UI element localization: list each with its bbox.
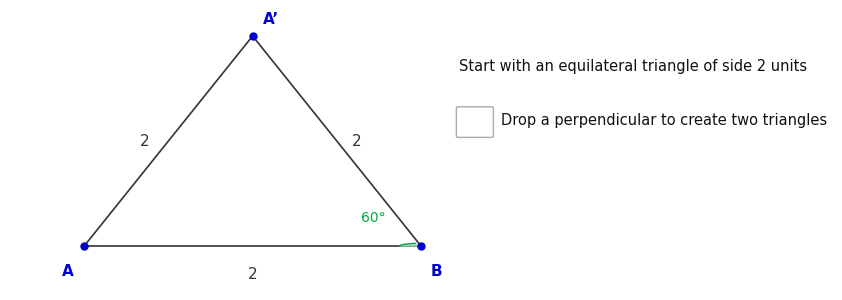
Text: A: A [62,264,74,279]
Polygon shape [400,243,421,246]
Text: 2: 2 [141,134,150,148]
Text: 2: 2 [352,134,361,148]
Text: 2: 2 [248,267,258,282]
Text: B: B [431,264,443,279]
FancyBboxPatch shape [456,107,493,137]
Text: Start with an equilateral triangle of side 2 units: Start with an equilateral triangle of si… [459,58,807,74]
Text: A’: A’ [263,12,279,27]
Text: 60°: 60° [361,211,386,225]
Text: Drop a perpendicular to create two triangles: Drop a perpendicular to create two trian… [501,112,827,128]
